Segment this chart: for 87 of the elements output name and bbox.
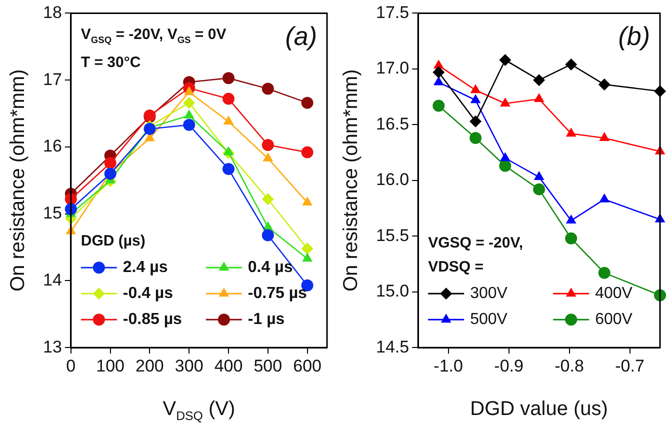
point xyxy=(262,82,274,95)
legend-label: 2.4 µs xyxy=(122,259,168,276)
x-tick-label: 500 xyxy=(254,356,282,376)
point xyxy=(470,84,481,94)
point xyxy=(470,115,482,128)
point xyxy=(301,96,314,109)
y-tick-label: 14 xyxy=(42,270,62,290)
y-axis-title: On resistance (ohm*mm) xyxy=(7,69,29,292)
point xyxy=(432,100,445,112)
x-tick-label: 600 xyxy=(293,356,322,376)
point xyxy=(302,196,312,206)
legend-label: 0.4 µs xyxy=(248,259,293,276)
legend-title: DGD (µs) xyxy=(80,232,146,250)
point xyxy=(183,118,196,131)
point xyxy=(262,193,274,206)
point xyxy=(499,54,512,66)
legend-label: 300V xyxy=(470,285,508,302)
y-tick-label: 15.0 xyxy=(376,282,410,301)
annotation: T = 30°C xyxy=(80,54,141,72)
x-axis-title: DGD value (us) xyxy=(470,398,608,420)
point xyxy=(534,93,544,102)
point xyxy=(565,58,578,70)
point xyxy=(599,132,610,142)
x-tick-label: -1.0 xyxy=(434,356,463,376)
legend-label: -0.85 µs xyxy=(122,311,182,328)
point xyxy=(470,132,482,144)
point xyxy=(533,183,546,196)
y-tick-label: 16 xyxy=(42,136,62,156)
x-tick-label: -0.8 xyxy=(554,356,584,376)
y-tick-label: 17 xyxy=(42,70,62,89)
y-tick-label: 17.5 xyxy=(376,2,410,22)
y-tick-label: 17.0 xyxy=(376,58,410,78)
x-tick-label: 400 xyxy=(214,356,243,376)
point xyxy=(599,193,610,202)
x-tick-label: -0.9 xyxy=(494,356,524,376)
legend-label: 500V xyxy=(470,311,508,328)
point xyxy=(222,72,235,84)
y-tick-label: 16.5 xyxy=(376,114,410,134)
point xyxy=(500,152,510,162)
y-tick-label: 13 xyxy=(42,337,62,356)
legend-title: VGSQ = -20V, VDSQ = xyxy=(428,234,524,276)
y-tick-label: 16.0 xyxy=(376,170,410,190)
point xyxy=(533,74,546,86)
point xyxy=(184,86,194,96)
y-tick-label: 15 xyxy=(42,204,62,223)
point xyxy=(222,163,235,176)
x-tick-label: 100 xyxy=(96,356,124,376)
point xyxy=(301,242,314,255)
point xyxy=(223,146,234,156)
point xyxy=(301,146,314,158)
annotation: (a) xyxy=(285,21,318,52)
point xyxy=(598,266,610,279)
x-tick-label: -0.7 xyxy=(615,356,644,376)
point xyxy=(432,66,445,78)
point xyxy=(144,122,156,135)
annotation: (b) xyxy=(618,21,650,52)
point xyxy=(500,97,510,106)
legend-label: -1 µs xyxy=(248,311,285,328)
point xyxy=(184,110,194,119)
point xyxy=(262,229,274,242)
point xyxy=(104,157,116,170)
legend-label: -0.75 µs xyxy=(248,285,308,302)
x-tick-label: 200 xyxy=(136,356,164,376)
point xyxy=(223,116,234,125)
point xyxy=(183,96,196,109)
point xyxy=(433,76,444,86)
point xyxy=(262,138,274,151)
point xyxy=(104,168,116,180)
point xyxy=(499,160,512,172)
legend-label: -0.4 µs xyxy=(122,285,174,302)
x-tick-label: 0 xyxy=(66,356,76,376)
y-tick-label: 14.5 xyxy=(376,337,410,356)
point xyxy=(565,232,578,244)
point xyxy=(598,78,610,91)
y-tick-label: 15.5 xyxy=(376,226,410,245)
point xyxy=(222,92,235,105)
point xyxy=(470,94,481,104)
point xyxy=(262,152,274,162)
point xyxy=(302,252,312,262)
point xyxy=(566,214,576,224)
y-tick-label: 18 xyxy=(42,2,62,22)
legend-label: 400V xyxy=(595,285,633,302)
legend-label: 600V xyxy=(595,311,633,328)
point xyxy=(534,171,544,180)
x-tick-label: 300 xyxy=(174,356,204,376)
y-axis-title: On resistance (ohm*mm) xyxy=(340,69,362,292)
point xyxy=(566,128,576,137)
